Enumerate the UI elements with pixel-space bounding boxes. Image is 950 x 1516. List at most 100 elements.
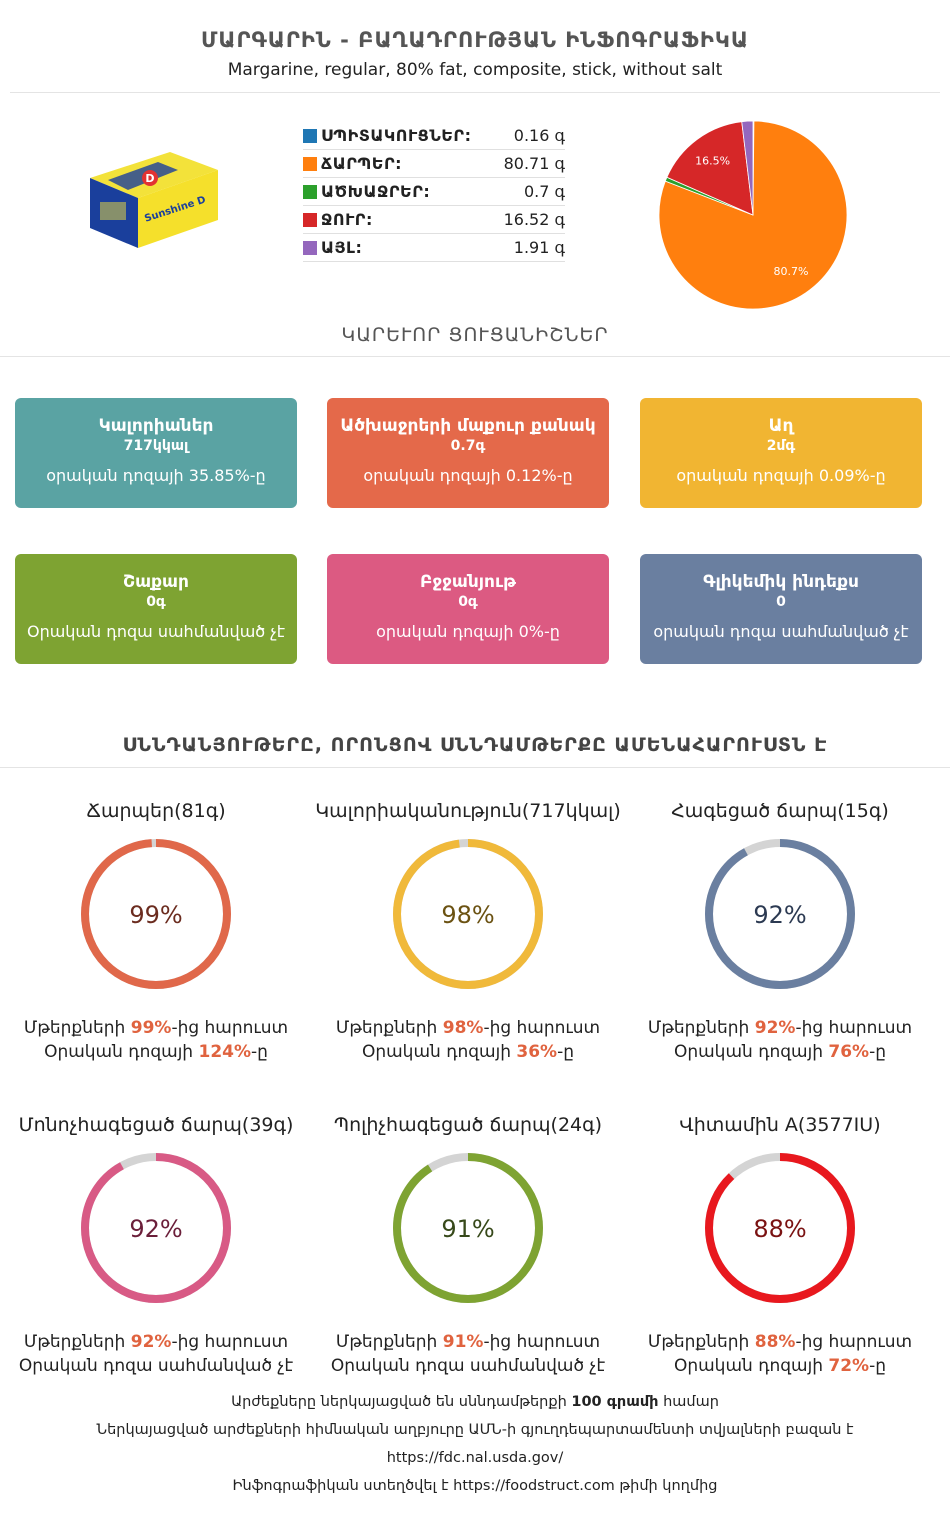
footer-credit-link[interactable]: https://foodstruct.com [453, 1478, 615, 1494]
card-value: 717կկալ [123, 438, 189, 454]
nutrient-ring-block: Ճարպեր(81գ) 99% Մթերքների 99%-ից հարուստ Օր… [1, 800, 311, 1062]
composition-value: 0.16 գ [513, 126, 565, 145]
ring-rich-line: Մթերքների 99%-ից հարուստ [23, 1018, 289, 1038]
ring-daily-line: Օրական դոզայի 76%-ը [673, 1042, 887, 1062]
ring-daily-line: Օրական դոզա սահմանված չէ [18, 1356, 294, 1376]
composition-name: ՋՈՒՐ: [321, 210, 373, 229]
card-note: օրական դոզա սահմանված չէ [653, 622, 909, 641]
ring-fill [393, 839, 543, 989]
legend-swatch [303, 156, 317, 171]
ring-rich-line: Մթերքների 91%-ից հարուստ [335, 1332, 601, 1352]
ring-daily-line: Օրական դոզայի 72%-ը [673, 1356, 887, 1376]
indicator-card: Գլիկեմիկ ինդեքս 0 օրական դոզա սահմանված չէ [640, 554, 922, 664]
card-value: 0գ [146, 594, 166, 610]
composition-row: ՃԱՐՊԵՐ: 80.71 գ [303, 150, 565, 178]
ring-fill [705, 1153, 855, 1303]
pie-data-label: 80.7% [774, 265, 809, 278]
percent-ring: 92% [705, 839, 855, 989]
ring-title: Ճարպեր(81գ) [86, 800, 226, 822]
percent-ring: 99% [81, 839, 231, 989]
percent-ring: 92% [81, 1153, 231, 1303]
percent-ring: 88% [705, 1153, 855, 1303]
card-note: օրական դոզայի 0.12%-ը [363, 466, 573, 485]
ring-daily-line: Օրական դոզայի 124%-ը [44, 1042, 268, 1062]
rich-nutrients-title: ՍՆՆԴԱՆՅՈՒԹԵՐԸ, ՈՐՈՆՑՈՎ ՍՆՆԴԱՄԹԵՐՔԸ ԱՄԵՆԱ… [122, 734, 828, 756]
composition-row: ԱԾԽԱՋՐԵՐ: 0.7 գ [303, 178, 565, 206]
card-value: 0.7գ [450, 438, 486, 454]
divider [0, 356, 950, 357]
footer-source-note: Ներկայացված արժեքների հիմնական աղբյուրը … [96, 1422, 854, 1438]
composition-value: 80.71 գ [503, 154, 565, 173]
card-title: Աղ [768, 416, 794, 436]
legend-swatch [303, 212, 317, 227]
margarine-package-image: D Sunshine D [90, 152, 218, 248]
card-note: օրական դոզայի 0%-ը [376, 622, 560, 641]
divider [10, 92, 940, 93]
legend-swatch [303, 240, 317, 255]
nutrient-ring-block: Վիտամին A(3577IU) 88% Մթերքների 88%-ից հար… [625, 1114, 935, 1376]
composition-name: ԱՅԼ: [321, 238, 363, 257]
card-note: օրական դոզայի 0.09%-ը [676, 466, 886, 485]
card-title: Կալորիաներ [98, 416, 214, 436]
composition-value: 0.7 գ [523, 182, 565, 201]
ring-percent-label: 92% [129, 1215, 182, 1243]
card-value: 0 [776, 594, 786, 610]
svg-text:D: D [145, 172, 154, 185]
nutrient-ring-block: Կալորիականություն(717կկալ) 98% Մթերքների 9… [313, 800, 623, 1062]
ring-title: Հագեցած ճարպ(15գ) [671, 800, 889, 822]
indicator-card: Կալորիաներ 717կկալ օրական դոզայի 35.85%-ը [15, 398, 297, 508]
key-indicators-title: ԿԱՐԵՒՈՐ ՑՈՒՑԱՆԻՇՆԵՐ [341, 324, 609, 346]
ring-rich-line: Մթերքների 92%-ից հարուստ [23, 1332, 289, 1352]
composition-name: ՃԱՐՊԵՐ: [321, 154, 403, 173]
percent-ring: 91% [393, 1153, 543, 1303]
ring-title: Կալորիականություն(717կկալ) [315, 800, 621, 822]
composition-name: ՍՊԻՏԱԿՈՒՑՆԵՐ: [321, 126, 472, 145]
card-value: 2մգ [766, 438, 796, 454]
page-subtitle: Margarine, regular, 80% fat, composite, … [227, 60, 723, 80]
legend-swatch [303, 128, 317, 143]
footer-note-100g: Արժեքները ներկայացված են սննդամթերքի 100… [231, 1394, 719, 1410]
card-value: 0գ [458, 594, 478, 610]
ring-title: Պոլիչհագեցած ճարպ(24գ) [333, 1114, 603, 1136]
ring-percent-label: 88% [753, 1215, 806, 1243]
ring-daily-line: Օրական դոզայի 36%-ը [361, 1042, 575, 1062]
indicator-card: Աղ 2մգ օրական դոզայի 0.09%-ը [640, 398, 922, 508]
card-title: Գլիկեմիկ ինդեքս [703, 572, 859, 592]
ring-rich-line: Մթերքների 88%-ից հարուստ [647, 1332, 913, 1352]
percent-ring: 98% [393, 839, 543, 989]
pie-data-label: 16.5% [695, 155, 730, 168]
nutrient-ring-block: Մոնոչհագեցած ճարպ(39գ) 92% Մթերքների 92%-ի… [1, 1114, 311, 1376]
ring-percent-label: 91% [441, 1215, 494, 1243]
legend-swatch [303, 184, 317, 199]
card-title: Շաքար [123, 572, 189, 592]
composition-row: ԱՅԼ: 1.91 գ [303, 234, 565, 262]
ring-fill [81, 839, 231, 989]
footer-credit: Ինֆոգրաֆիկան ստեղծվել է https://foodstru… [232, 1478, 718, 1494]
indicator-card: Բջջանյութ 0գ օրական դոզայի 0%-ը [327, 554, 609, 664]
ring-rich-line: Մթերքների 98%-ից հարուստ [335, 1018, 601, 1038]
composition-value: 1.91 գ [513, 238, 565, 257]
composition-value: 16.52 գ [503, 210, 565, 229]
ring-percent-label: 92% [753, 901, 806, 929]
pie-slice [741, 120, 754, 216]
composition-pie-chart: 80.7% 16.5% [658, 120, 848, 310]
ring-rich-line: Մթերքների 92%-ից հարուստ [647, 1018, 913, 1038]
nutrient-ring-block: Հագեցած ճարպ(15գ) 92% Մթերքների 92%-ից հար… [625, 800, 935, 1062]
ring-fill [705, 839, 855, 989]
indicator-card: Շաքար 0գ Օրական դոզա սահմանված չէ [15, 554, 297, 664]
ring-fill [81, 1153, 231, 1303]
composition-row: ՋՈՒՐ: 16.52 գ [303, 206, 565, 234]
divider [0, 767, 950, 768]
page-title: ՄԱՐԳԱՐԻՆ - ԲԱՂԱԴՐՈՒԹՅԱՆ ԻՆՖՈԳՐԱՖԻԿԱ [201, 28, 749, 52]
nutrient-ring-block: Պոլիչհագեցած ճարպ(24գ) 91% Մթերքների 91%-ի… [313, 1114, 623, 1376]
composition-table: ՍՊԻՏԱԿՈՒՑՆԵՐ: 0.16 գ ՃԱՐՊԵՐ: 80.71 գ ԱԾԽԱՋՐԵ… [303, 122, 565, 262]
card-note: օրական դոզայի 35.85%-ը [46, 466, 266, 485]
ring-percent-label: 99% [129, 901, 182, 929]
footer-source-link[interactable]: https://fdc.nal.usda.gov/ [386, 1450, 564, 1466]
card-note: Օրական դոզա սահմանված չէ [26, 622, 286, 641]
composition-row: ՍՊԻՏԱԿՈՒՑՆԵՐ: 0.16 գ [303, 122, 565, 150]
indicator-card: Ածխաջրերի մաքուր քանակ 0.7գ օրական դոզայի … [327, 398, 609, 508]
composition-name: ԱԾԽԱՋՐԵՐ: [321, 182, 431, 201]
ring-fill [393, 1153, 543, 1303]
card-title: Ածխաջրերի մաքուր քանակ [340, 416, 596, 436]
